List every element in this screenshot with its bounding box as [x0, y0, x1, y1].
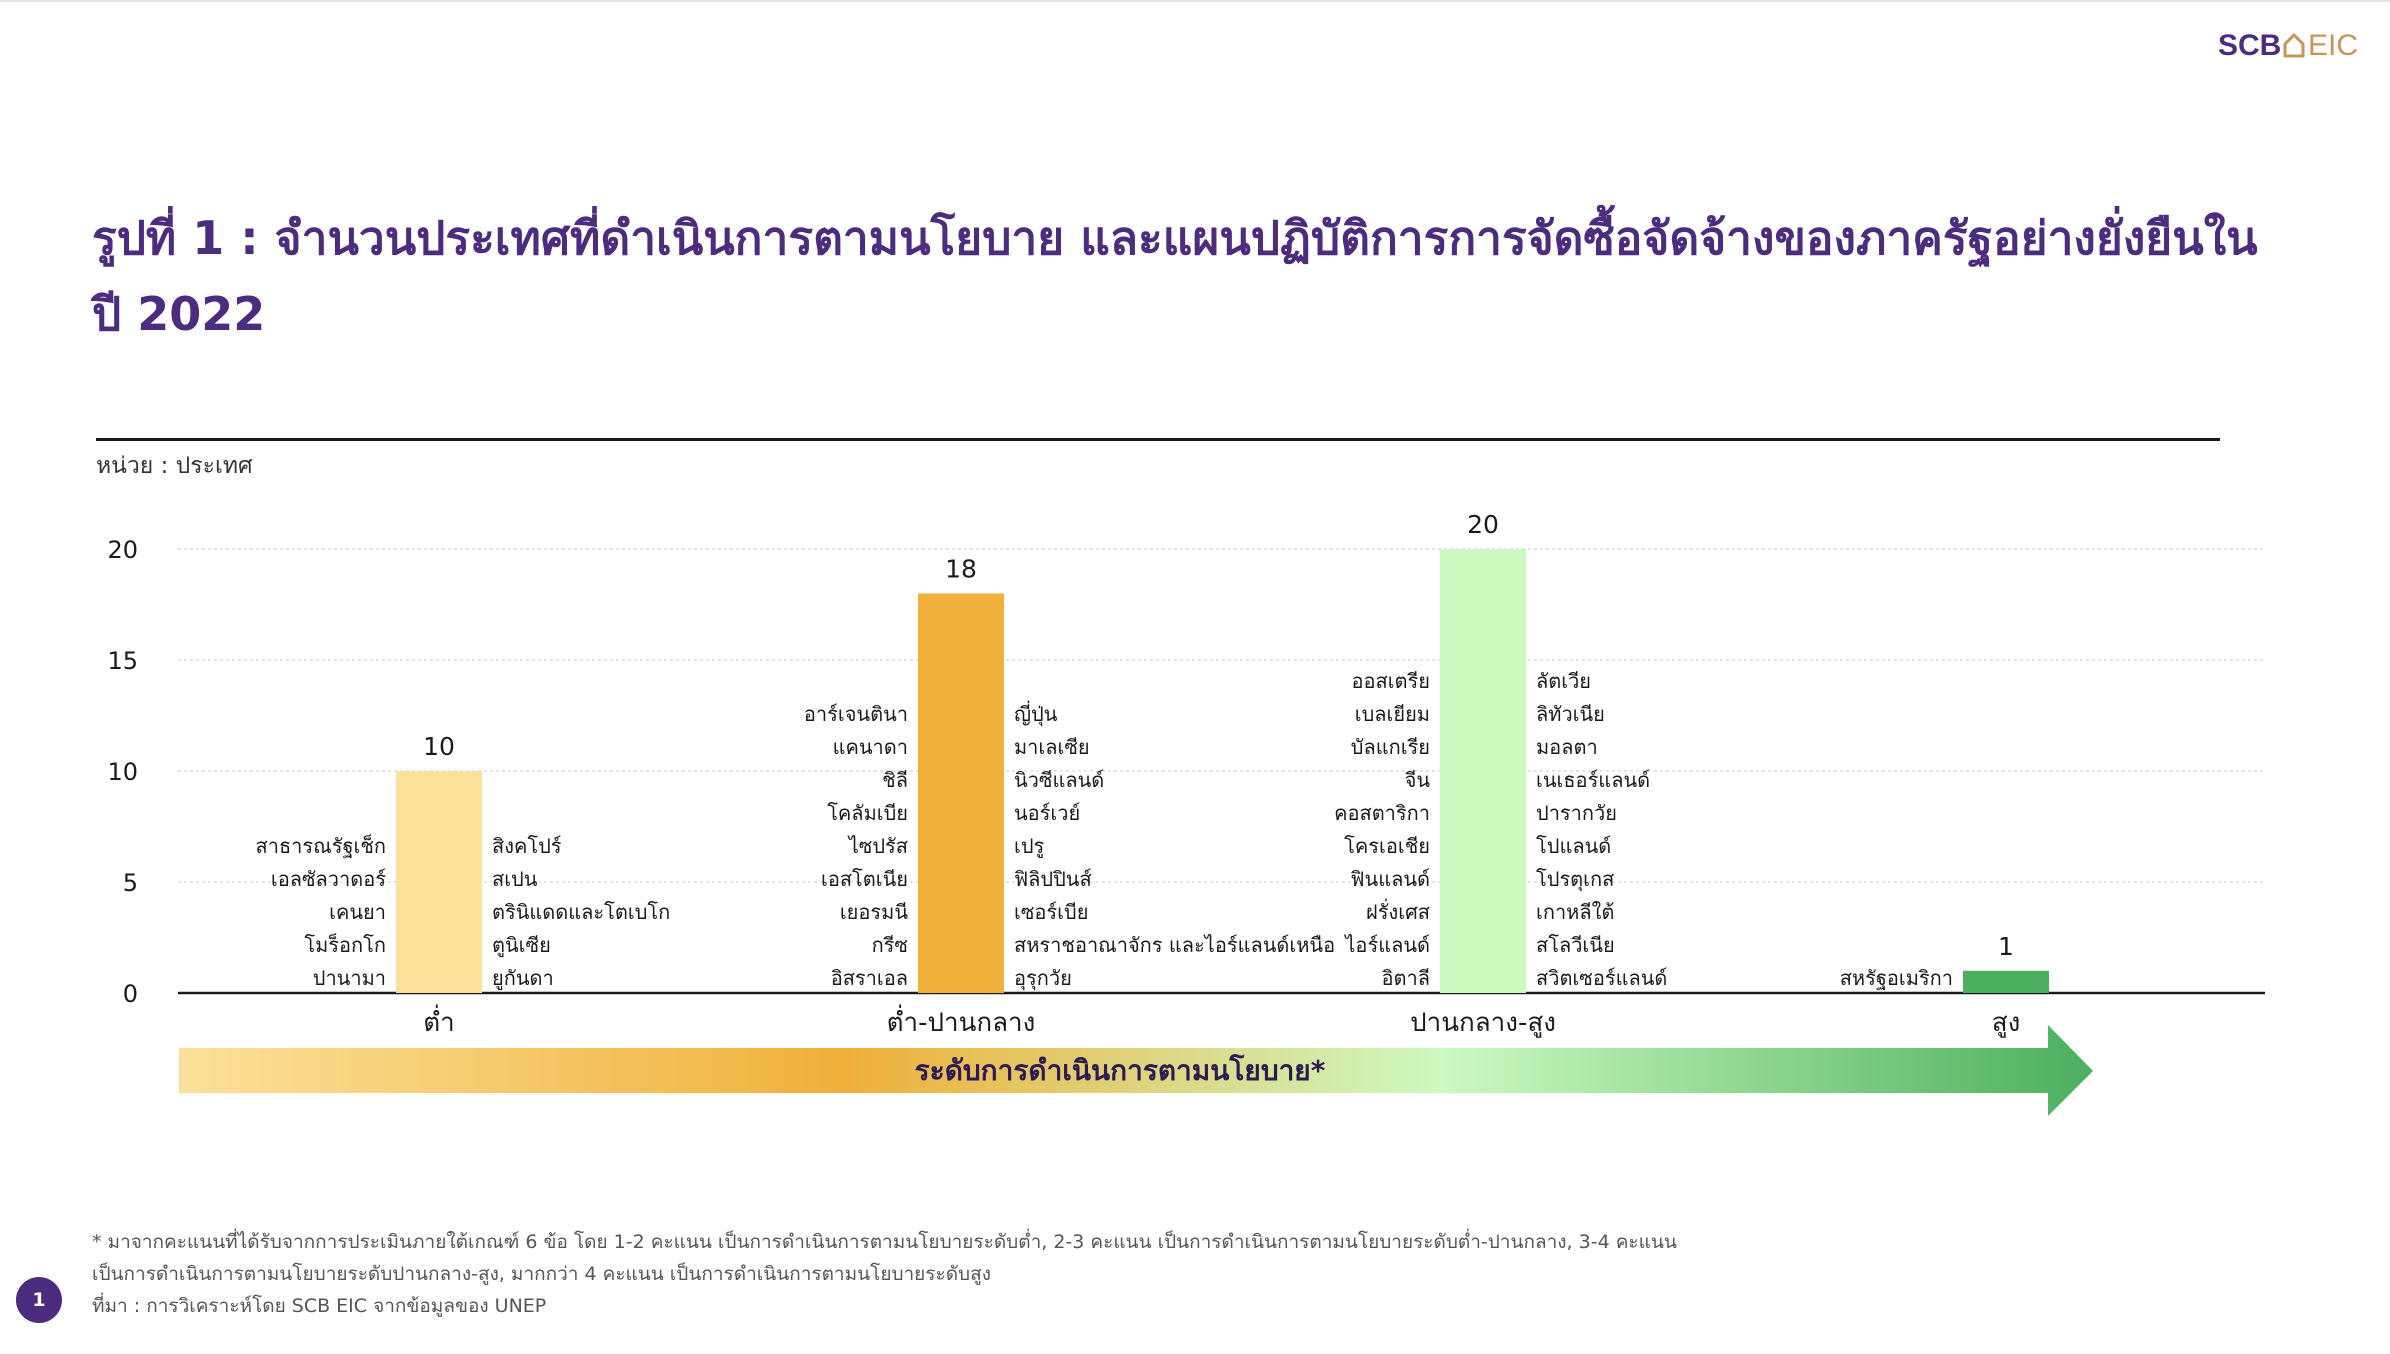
bar-3 [1440, 549, 1526, 993]
source-note: ที่มา : การวิเคราะห์โดย SCB EIC จากข้อมู… [92, 1295, 547, 1317]
country-label: ตรินิแดดและโตเบโก [492, 900, 670, 924]
country-label: เซอร์เบีย [1014, 900, 1088, 924]
country-label: สหราชอาณาจักร และไอร์แลนด์เหนือ [1014, 933, 1335, 957]
country-label: โปแลนด์ [1536, 834, 1611, 858]
country-label: ยูกันดา [492, 966, 554, 991]
x-category-label-4: สูง [1992, 1008, 2021, 1038]
gridlines [178, 548, 2265, 883]
top-border [0, 0, 2390, 2]
country-label: ตูนิเซีย [492, 933, 551, 958]
country-label: คอสตาริกา [1334, 801, 1430, 825]
country-label: สวิตเซอร์แลนด์ [1536, 966, 1667, 990]
level-arrow-shape [179, 1025, 2093, 1116]
country-label: ปารากวัย [1536, 801, 1617, 825]
bar-value-label-1: 10 [423, 732, 455, 761]
country-label: จีน [1405, 768, 1431, 792]
country-label: โมร็อกโก [304, 932, 386, 957]
footer-notes: * มาจากคะแนนที่ได้รับจากการประเมินภายใต้… [92, 1226, 1677, 1322]
country-label: อาร์เจนตินา [804, 702, 908, 726]
brand-logo: SCB EIC [2218, 29, 2358, 62]
country-label: เบลเยียม [1355, 702, 1430, 726]
country-label: ชิลี [882, 768, 908, 792]
level-arrow: ระดับการดำเนินการตามนโยบาย* [179, 1025, 2093, 1116]
country-labels: สาธารณรัฐเช็กเอลซัลวาดอร์เคนยาโมร็อกโกปา… [256, 669, 1953, 991]
country-label: เอลซัลวาดอร์ [271, 867, 386, 891]
x-category-label-1: ต่ำ [423, 1004, 454, 1038]
country-label: ฟิลิปปินส์ [1014, 867, 1092, 891]
country-label: ญี่ปุ่น [1014, 700, 1058, 727]
y-tick-label-0: 0 [123, 980, 138, 1008]
country-label: เยอรมนี [840, 900, 908, 924]
country-label: แคนาดา [833, 735, 908, 759]
y-axis: 0 5 10 15 20 [107, 536, 2265, 1008]
country-label: โครเอเชีย [1344, 834, 1430, 858]
bars: 10 18 20 1 [396, 510, 2049, 993]
x-category-label-2: ต่ำ-ปานกลาง [887, 1004, 1036, 1038]
country-label: โคลัมเบีย [827, 801, 908, 825]
country-label: กรีซ [872, 933, 908, 957]
y-tick-label-15: 15 [107, 647, 138, 675]
country-label: ไอร์แลนด์ [1343, 933, 1430, 957]
bar-4 [1963, 970, 2049, 993]
level-arrow-label: ระดับการดำเนินการตามนโยบาย* [915, 1053, 1326, 1087]
country-label: อิสราเอล [831, 966, 908, 990]
country-label: ลิทัวเนีย [1536, 702, 1605, 726]
country-label: ปานามา [313, 966, 386, 990]
page-title: รูปที่ 1 : จำนวนประเทศที่ดำเนินการตามนโย… [92, 200, 2312, 352]
country-label: ไซปรัส [847, 834, 908, 858]
footnote-line-2: เป็นการดำเนินการตามนโยบายระดับปานกลาง-สู… [92, 1263, 991, 1285]
country-label: สโลวีเนีย [1536, 933, 1615, 957]
brand-text-eic: EIC [2308, 29, 2358, 62]
y-tick-label-20: 20 [107, 536, 138, 564]
bar-value-label-4: 1 [1998, 932, 2014, 961]
title-line-2: ปี 2022 [92, 287, 266, 341]
x-category-label-3: ปานกลาง-สูง [1410, 1008, 1556, 1038]
country-label: อิตาลี [1382, 966, 1431, 990]
country-label: สเปน [492, 867, 538, 891]
bar-1 [396, 771, 482, 993]
title-divider [96, 438, 2220, 441]
country-label: สิงคโปร์ [492, 834, 562, 858]
country-label: ฟินแลนด์ [1350, 867, 1430, 891]
y-tick-label-10: 10 [107, 758, 138, 786]
country-label: มอลตา [1536, 735, 1598, 759]
footnote-line-1: * มาจากคะแนนที่ได้รับจากการประเมินภายใต้… [92, 1231, 1677, 1253]
brand-text-scb: SCB [2218, 29, 2281, 62]
x-axis-categories: ต่ำ ต่ำ-ปานกลาง ปานกลาง-สูง สูง [423, 1004, 2020, 1038]
country-label: อุรุกวัย [1014, 966, 1072, 991]
y-tick-label-5: 5 [123, 869, 138, 897]
country-label: นิวซีแลนด์ [1014, 768, 1104, 792]
title-line-1: รูปที่ 1 : จำนวนประเทศที่ดำเนินการตามนโย… [92, 211, 2258, 265]
unit-label: หน่วย : ประเทศ [96, 453, 253, 479]
country-label: บัลแกเรีย [1351, 735, 1430, 759]
country-label: ลัตเวีย [1536, 669, 1591, 693]
country-label: เอสโตเนีย [821, 867, 908, 891]
country-label: โปรตุเกส [1536, 867, 1614, 892]
country-label: มาเลเซีย [1014, 735, 1090, 759]
bar-chart: 0 5 10 15 20 10 18 20 1 สาธารณรัฐเช็กเอลซัลวาดอ… [107, 510, 2265, 1116]
country-label: สหรัฐอเมริกา [1840, 966, 1953, 990]
country-label: นอร์เวย์ [1014, 801, 1080, 825]
country-label: เปรู [1014, 834, 1045, 859]
bar-2 [918, 593, 1004, 993]
bar-value-label-3: 20 [1467, 510, 1499, 539]
page-number-badge: 1 [16, 1277, 62, 1323]
country-label: สาธารณรัฐเช็ก [256, 833, 386, 858]
bar-value-label-2: 18 [945, 554, 977, 583]
country-label: เนเธอร์แลนด์ [1536, 768, 1650, 792]
country-label: ฝรั่งเศส [1366, 898, 1430, 924]
country-label: เกาหลีใต้ [1536, 900, 1614, 924]
country-label: เคนยา [329, 900, 386, 924]
country-label: ออสเตรีย [1351, 669, 1430, 693]
house-icon [2283, 33, 2305, 58]
